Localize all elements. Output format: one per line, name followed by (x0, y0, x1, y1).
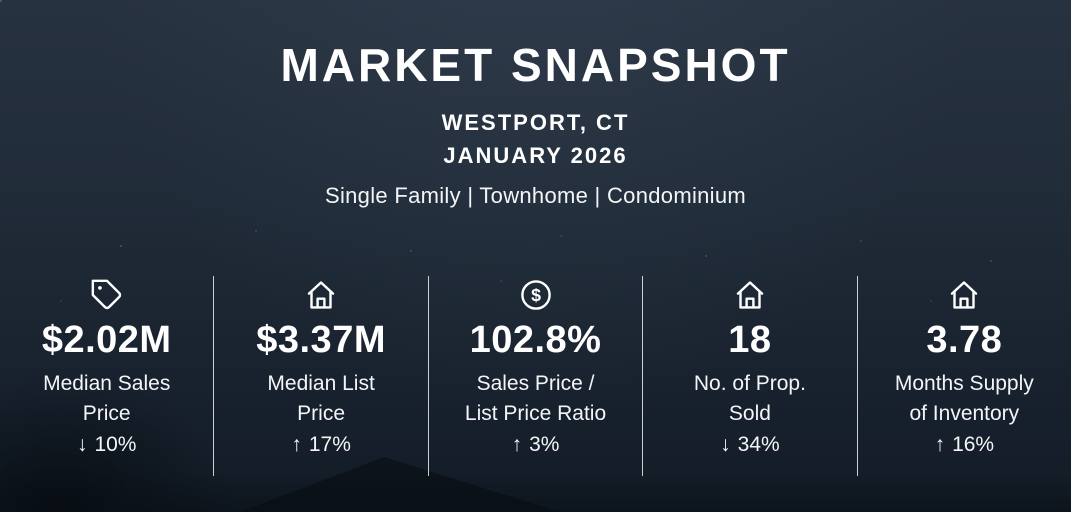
stat-change: ↓ 34% (720, 433, 780, 457)
stat-change-value: 3% (529, 432, 560, 456)
arrow-up-icon: ↑ (291, 432, 302, 456)
stat-value: $3.37M (256, 319, 386, 361)
stat-change: ↑ 16% (935, 433, 995, 457)
home-icon (947, 278, 981, 312)
column-divider (427, 276, 429, 476)
column-divider (856, 276, 858, 476)
period-subtitle: JANUARY 2026 (443, 143, 628, 168)
stat-sales-list-ratio: $ 102.8% Sales Price / List Price Ratio … (429, 272, 642, 457)
arrow-up-icon: ↑ (934, 432, 946, 456)
stat-label: Months Supply of Inventory (894, 371, 1034, 426)
stats-row: $2.02M Median Sales Price ↓ 10% $3.37M Me… (0, 272, 1071, 476)
stat-label: Median Sales Price (43, 371, 171, 426)
home-icon (304, 278, 338, 312)
stars-decoration (0, 0, 2, 2)
arrow-down-icon: ↓ (720, 432, 731, 456)
column-divider (213, 276, 215, 476)
stat-value: 3.78 (926, 319, 1003, 361)
stat-median-list-price: $3.37M Median List Price ↑ 17% (214, 272, 427, 457)
stat-months-supply: 3.78 Months Supply of Inventory ↑ 16% (858, 272, 1071, 457)
stat-value: 102.8% (469, 319, 602, 361)
price-tag-icon (90, 278, 124, 312)
stat-change-value: 16% (952, 432, 995, 456)
stat-change-value: 17% (308, 432, 351, 456)
header: MARKET SNAPSHOT WESTPORT, CT JANUARY 202… (0, 0, 1071, 209)
stat-label: Sales Price / List Price Ratio (464, 371, 607, 426)
stat-change-value: 10% (94, 432, 137, 456)
arrow-up-icon: ↑ (511, 432, 523, 456)
stat-label: No. of Prop. Sold (693, 371, 806, 426)
ground-silhouette (0, 472, 1071, 512)
home-icon (733, 278, 767, 312)
stat-label: Median List Price (267, 371, 375, 426)
stat-change: ↑ 3% (512, 433, 560, 457)
stat-change: ↑ 17% (291, 433, 351, 457)
page-title: MARKET SNAPSHOT (280, 39, 791, 91)
location-subtitle: WESTPORT, CT (441, 110, 630, 135)
stat-properties-sold: 18 No. of Prop. Sold ↓ 34% (643, 272, 856, 457)
column-divider (642, 276, 644, 476)
arrow-down-icon: ↓ (76, 432, 88, 456)
stat-change-value: 34% (737, 432, 780, 456)
stat-value: 18 (728, 319, 772, 361)
property-types: Single Family | Townhome | Condominium (324, 183, 747, 208)
dollar-circle-icon: $ (519, 278, 553, 312)
stat-median-sales-price: $2.02M Median Sales Price ↓ 10% (0, 272, 213, 457)
stat-value: $2.02M (41, 319, 172, 361)
stat-change: ↓ 10% (77, 433, 137, 457)
svg-text:$: $ (531, 285, 541, 305)
